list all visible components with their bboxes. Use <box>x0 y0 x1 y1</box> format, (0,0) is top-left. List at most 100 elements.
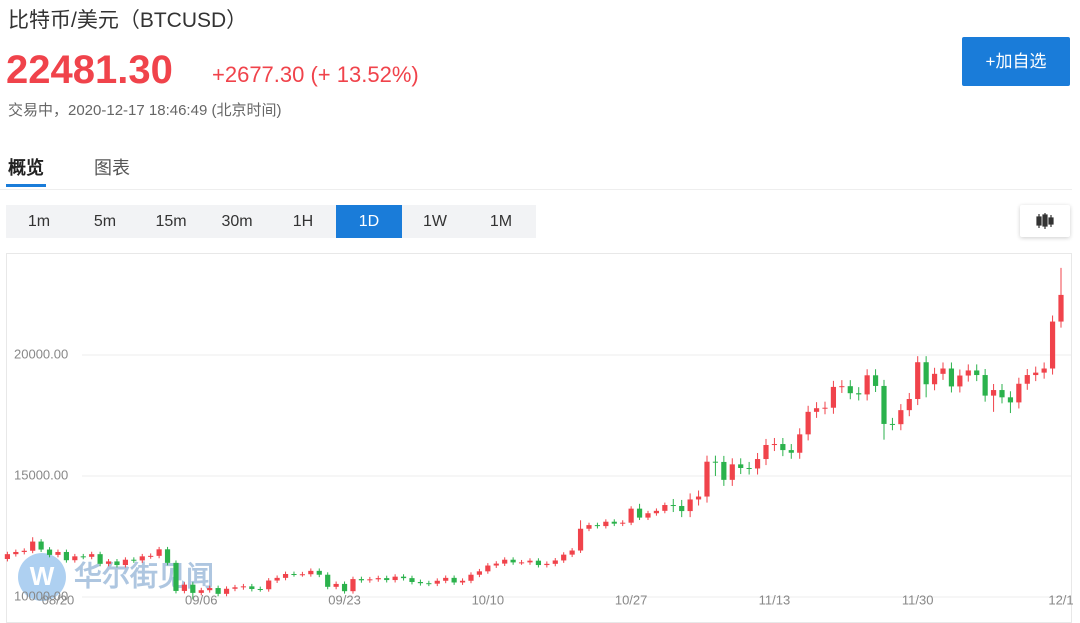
candle-body <box>55 551 61 555</box>
candle-body <box>889 423 896 425</box>
candle-body <box>333 583 339 587</box>
add-watchlist-button[interactable]: +加自选 <box>962 37 1070 86</box>
candle-body <box>830 386 837 408</box>
candle-body <box>923 362 929 385</box>
candle-body <box>881 385 887 424</box>
candle-body <box>400 576 407 579</box>
candle-body <box>915 362 921 400</box>
candle-body <box>299 574 306 576</box>
candle-body <box>510 559 516 563</box>
candle-body <box>443 577 449 581</box>
candle-body <box>527 560 533 563</box>
candle-body <box>198 590 204 593</box>
candle-body <box>164 549 171 563</box>
candle-body <box>763 444 769 460</box>
candle-body <box>131 559 137 561</box>
candle-body <box>409 578 415 582</box>
candle-body <box>282 574 289 578</box>
candle-body <box>148 555 154 557</box>
candle-body <box>80 556 86 558</box>
candle-body <box>948 368 955 387</box>
candle-body <box>839 386 845 388</box>
period-button[interactable]: 30m <box>221 213 253 230</box>
candle-body <box>207 588 213 591</box>
candle-body <box>325 574 331 587</box>
trade-status: 交易中，2020-12-17 18:46:49 (北京时间) <box>8 102 282 119</box>
candle-body <box>316 570 322 575</box>
candle-body <box>746 467 752 469</box>
y-tick-label: 10000.00 <box>14 588 68 603</box>
candle-body <box>190 584 196 593</box>
candle-body <box>1041 368 1047 373</box>
candle-body <box>957 375 963 387</box>
candle-body <box>771 444 778 446</box>
title: 比特币/美元（BTCUSD） <box>8 9 248 32</box>
candle-body <box>906 399 912 411</box>
period-button[interactable]: 5m <box>93 213 117 230</box>
candle-body <box>813 408 820 412</box>
candle-body <box>375 578 381 580</box>
candle-body <box>687 499 693 512</box>
candle-body <box>46 549 53 555</box>
watermark-logo-letter: W <box>30 561 55 591</box>
candle-body <box>21 550 27 552</box>
candle-body <box>417 581 424 584</box>
candle-body <box>4 554 10 559</box>
candle-body <box>620 522 626 524</box>
candle-body <box>856 393 862 395</box>
candle-body <box>788 450 794 453</box>
x-tick-label: 12/1 <box>1048 592 1073 607</box>
candle-body <box>679 505 685 512</box>
period-button[interactable]: 1m <box>27 213 51 230</box>
tab-bar: 概览 图表 <box>0 150 1072 190</box>
candle-body <box>1058 294 1064 322</box>
candle-body <box>695 496 702 500</box>
tab[interactable]: 图表 <box>94 158 130 178</box>
candle-body <box>63 551 70 561</box>
period-button[interactable]: 1D <box>336 205 402 238</box>
candle-body <box>485 565 491 572</box>
candle-body <box>662 505 668 511</box>
candle-body <box>586 525 592 529</box>
candle-body <box>561 554 567 561</box>
candle-icon <box>1036 213 1054 229</box>
period-button[interactable]: 1H <box>292 213 314 230</box>
candle-body <box>38 541 44 550</box>
candle-body <box>434 580 440 584</box>
candle-body <box>864 375 870 395</box>
candle-body <box>653 510 660 514</box>
candle-body <box>780 444 786 451</box>
tab[interactable]: 概览 <box>6 154 46 187</box>
candle-body <box>476 571 483 575</box>
candle-body <box>249 586 255 590</box>
candle-body <box>240 586 247 588</box>
candle-body <box>122 559 129 566</box>
x-tick-label: 09/23 <box>328 592 361 607</box>
candle-body <box>535 560 542 566</box>
candle-body <box>1024 375 1030 384</box>
candle-body <box>274 577 280 581</box>
y-tick-label: 20000.00 <box>14 346 68 361</box>
candle-body <box>367 579 373 581</box>
price: 22481.30 <box>6 48 173 92</box>
candle-body <box>518 562 525 564</box>
candle-body <box>1033 372 1039 376</box>
candle-body <box>468 574 474 581</box>
candle-body <box>384 578 390 581</box>
candle-body <box>114 561 120 566</box>
period-button[interactable]: 15m <box>155 213 187 230</box>
candle-body <box>89 554 95 557</box>
period-button[interactable]: 1W <box>423 213 447 230</box>
period-button[interactable]: 1M <box>489 213 513 230</box>
candle-body <box>426 583 432 585</box>
candle-body <box>898 410 904 425</box>
candle-body <box>738 464 744 468</box>
candle-body <box>670 505 676 507</box>
candle-body <box>628 508 634 523</box>
candle-body <box>139 556 145 561</box>
x-tick-label: 10/27 <box>615 592 648 607</box>
chart-type-button[interactable] <box>1020 205 1070 237</box>
price-change: +2677.30 (+ 13.52%) <box>212 62 419 87</box>
candle-body <box>392 576 398 581</box>
